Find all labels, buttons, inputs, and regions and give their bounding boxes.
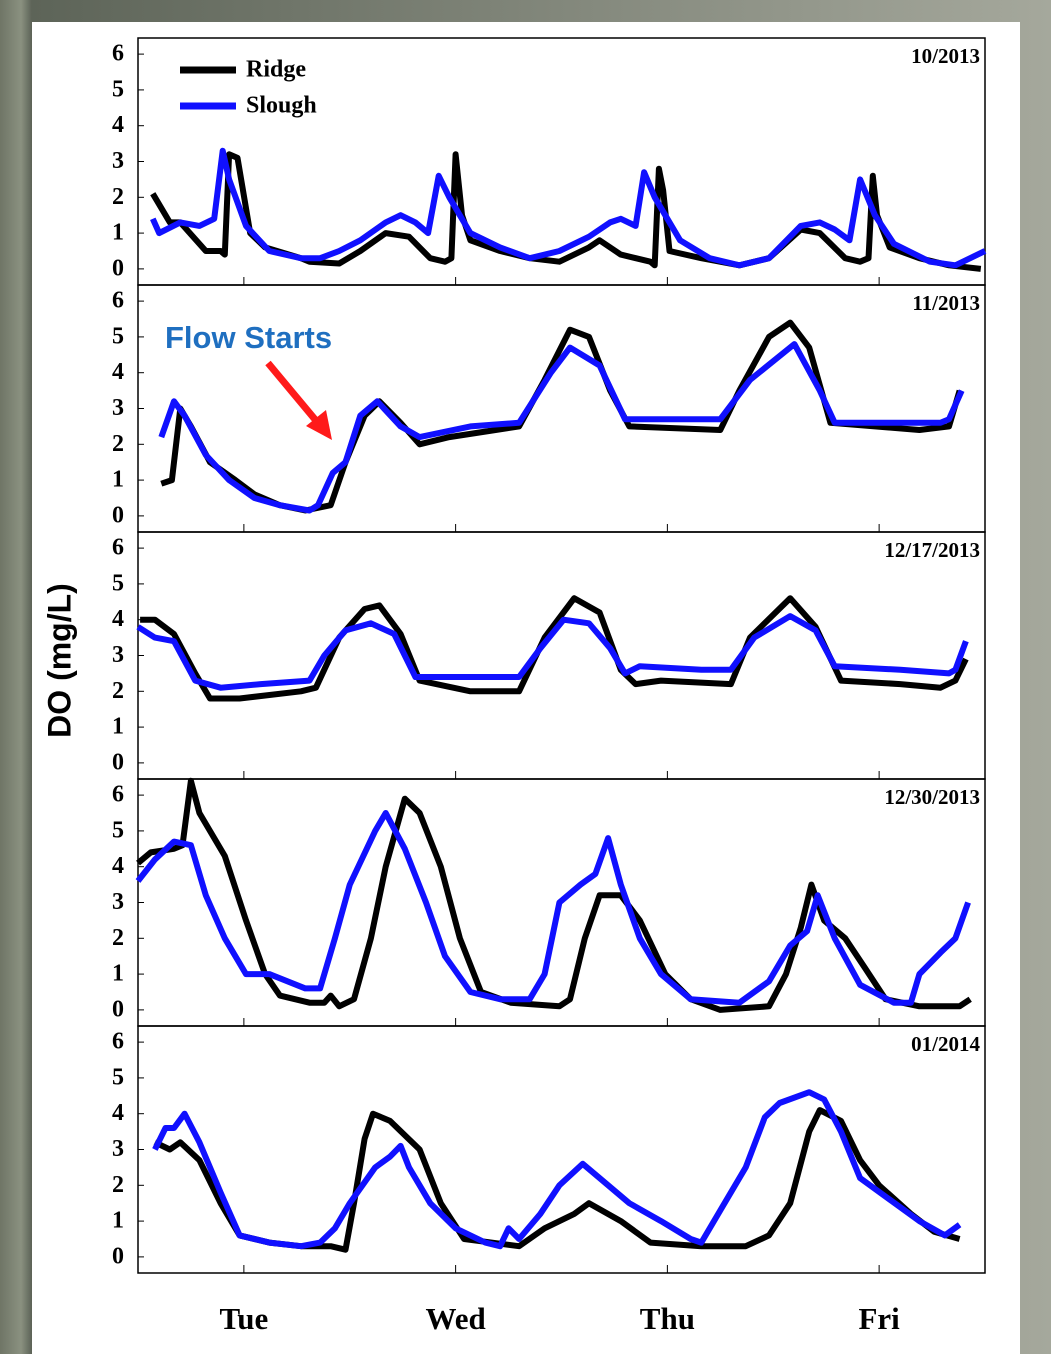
y-axis-label: DO (mg/L) <box>41 583 77 738</box>
panel-title: 11/2013 <box>912 291 980 315</box>
data-line <box>135 810 971 1006</box>
y-tick-label: 1 <box>112 714 124 740</box>
x-tick-label: Thu <box>640 1301 695 1336</box>
y-tick-label: 1 <box>112 220 124 246</box>
x-tick-label: Fri <box>858 1301 900 1336</box>
panel-title: 12/30/2013 <box>884 785 980 809</box>
data-line <box>158 341 965 514</box>
data-line <box>136 613 969 691</box>
y-tick-label: 3 <box>112 642 124 668</box>
y-tick-label: 5 <box>112 570 124 596</box>
y-tick-label: 0 <box>112 749 124 775</box>
y-tick-label: 5 <box>112 76 124 102</box>
annotation-arrowhead <box>306 410 332 440</box>
y-tick-label: 3 <box>112 148 124 174</box>
x-tick-label: Tue <box>219 1301 268 1336</box>
y-tick-label: 0 <box>112 502 124 528</box>
y-tick-label: 5 <box>112 1064 124 1090</box>
annotation: Flow Starts <box>165 320 332 355</box>
y-tick-label: 2 <box>112 431 124 457</box>
y-tick-label: 2 <box>112 184 124 210</box>
data-line <box>152 1089 962 1250</box>
y-tick-label: 1 <box>112 1208 124 1234</box>
y-tick-label: 2 <box>112 925 124 951</box>
y-tick-label: 4 <box>112 112 124 138</box>
panel-title: 10/2013 <box>911 44 980 68</box>
legend-label: Ridge <box>246 57 306 83</box>
y-tick-label: 4 <box>112 606 124 632</box>
annotation-arrow <box>265 360 321 426</box>
y-tick-label: 6 <box>112 535 124 561</box>
y-tick-label: 2 <box>112 1172 124 1198</box>
y-tick-label: 6 <box>112 288 124 314</box>
y-tick-label: 0 <box>112 996 124 1022</box>
y-tick-label: 5 <box>112 323 124 349</box>
y-tick-label: 2 <box>112 678 124 704</box>
data-line <box>160 319 963 514</box>
y-tick-label: 6 <box>112 1029 124 1055</box>
data-line <box>150 147 987 269</box>
y-tick-label: 1 <box>112 961 124 987</box>
y-tick-label: 6 <box>112 41 124 67</box>
y-tick-label: 3 <box>112 1136 124 1162</box>
legend-label: Slough <box>246 93 317 119</box>
panels: 0 1 2 3 4 5 6 10/2013 Ridge Slough 0 1 2 3 4 5 6 11/2013 F… <box>41 37 987 1336</box>
y-tick-label: 4 <box>112 1100 124 1126</box>
y-tick-label: 4 <box>112 359 124 385</box>
panel-title: 01/2014 <box>911 1032 980 1056</box>
y-tick-label: 0 <box>112 1243 124 1269</box>
y-tick-label: 5 <box>112 817 124 843</box>
y-tick-label: 4 <box>112 853 124 879</box>
y-tick-label: 6 <box>112 782 124 808</box>
y-tick-label: 0 <box>112 255 124 281</box>
y-tick-label: 1 <box>112 467 124 493</box>
x-tick-label: Wed <box>425 1301 485 1336</box>
y-tick-label: 3 <box>112 889 124 915</box>
panel-title: 12/17/2013 <box>884 538 980 562</box>
y-tick-label: 3 <box>112 395 124 421</box>
